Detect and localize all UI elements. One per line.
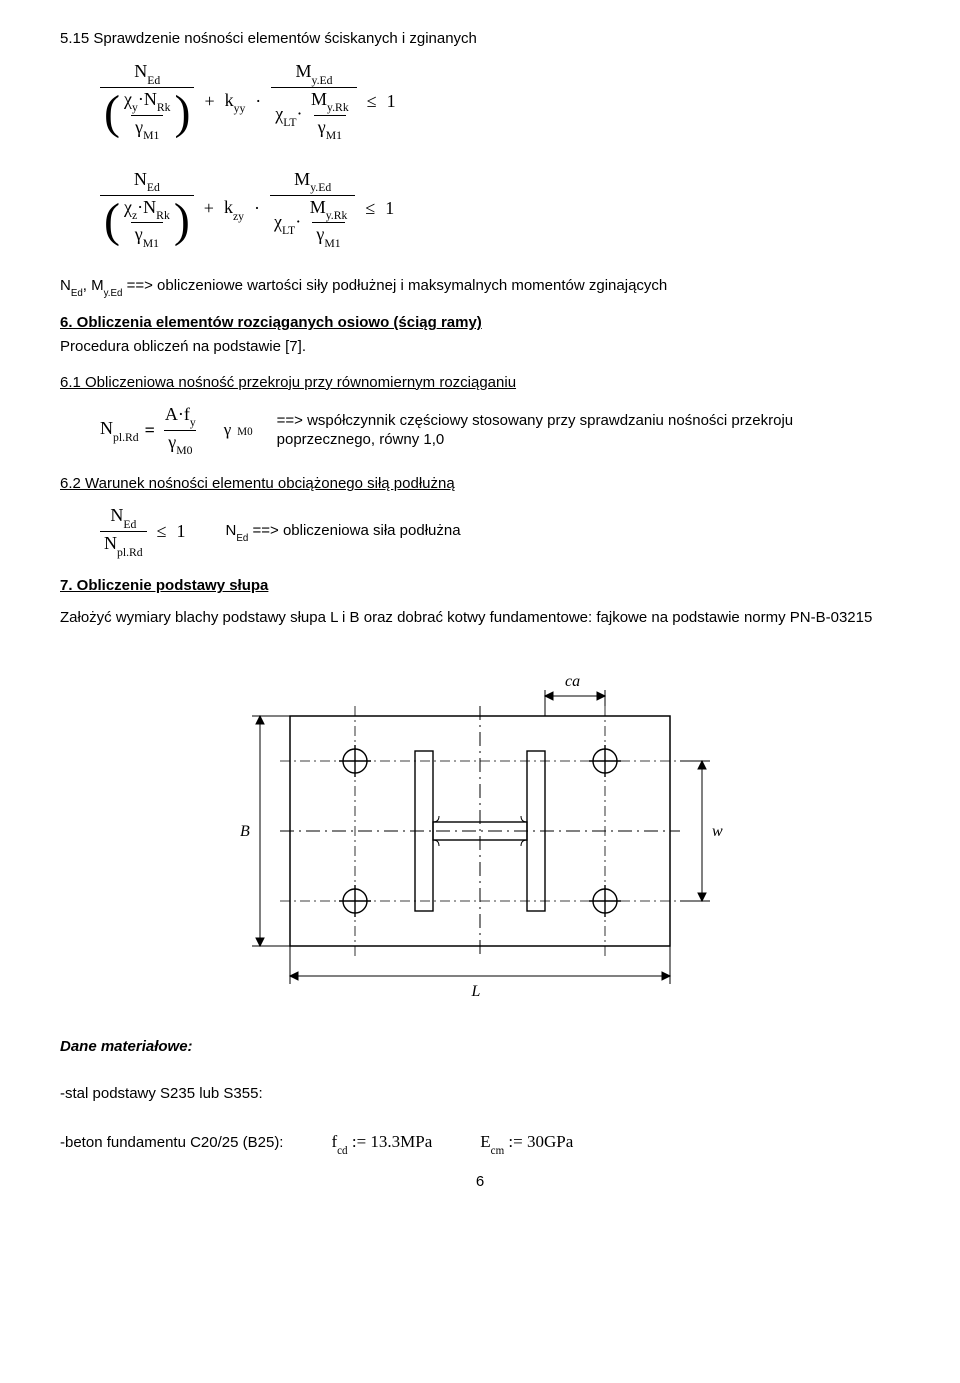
dim-L-label: L bbox=[471, 983, 481, 1000]
sec6-1-desc: ==> współczynnik częściowy stosowany prz… bbox=[277, 411, 817, 450]
formula-5-15-b: NEd ( χz·NRk γM1 ) bbox=[100, 169, 900, 249]
f1-num-N: NEd bbox=[134, 61, 160, 81]
dim-w-label: w bbox=[712, 823, 723, 840]
sec6-title: 6. Obliczenia elementów rozciąganych osi… bbox=[60, 314, 900, 331]
materials-steel: -stal podstawy S235 lub S355: bbox=[60, 1085, 900, 1102]
baseplate-diagram: ca w B bbox=[60, 646, 900, 1006]
sec7-title: 7. Obliczenie podstawy słupa bbox=[60, 577, 900, 594]
dim-ca-label: ca bbox=[565, 673, 580, 690]
sec5-15-note: NEd, My.Ed ==> obliczeniowe wartości sił… bbox=[60, 276, 900, 298]
sec6-2-condition: NEd Npl.Rd ≤ 1 NEd ==> obliczeniowa siła… bbox=[100, 506, 900, 557]
dim-B-label: B bbox=[240, 823, 250, 840]
sec6-subtitle: Procedura obliczeń na podstawie [7]. bbox=[60, 337, 900, 357]
page-number: 6 bbox=[60, 1173, 900, 1190]
page-root: 5.15 Sprawdzenie nośności elementów ścis… bbox=[0, 0, 960, 1230]
sec7-body: Założyć wymiary blachy podstawy słupa L … bbox=[60, 608, 900, 628]
formula-5-15-a: NEd ( χy·NRk γM1 ) bbox=[100, 61, 900, 141]
sec6-1-definition: Npl.Rd = A·fy γM0 γM0 ==> współczynnik c… bbox=[100, 405, 900, 456]
materials-concrete-label: -beton fundamentu C20/25 (B25): bbox=[60, 1134, 283, 1151]
sec6-1-title: 6.1 Obliczeniowa nośność przekroju przy … bbox=[60, 374, 900, 391]
materials-concrete-row: -beton fundamentu C20/25 (B25): fcd := 1… bbox=[60, 1132, 900, 1154]
sec5-15-title: 5.15 Sprawdzenie nośności elementów ścis… bbox=[60, 30, 900, 47]
sec6-2-title: 6.2 Warunek nośności elementu obciążoneg… bbox=[60, 475, 900, 492]
materials-title: Dane materiałowe: bbox=[60, 1038, 900, 1055]
